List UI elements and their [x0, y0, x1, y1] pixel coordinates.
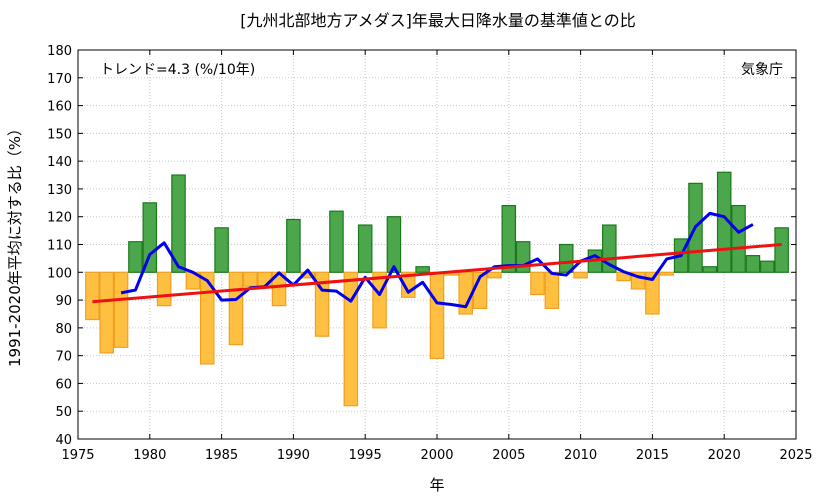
trend-line	[92, 243, 782, 304]
y-tick-label: 130	[47, 183, 72, 198]
line-series	[92, 211, 782, 309]
trend-annotation: トレンド=4.3 (%/10年)	[100, 62, 255, 78]
x-tick-label: 1980	[133, 448, 166, 463]
y-tick-label: 180	[47, 44, 72, 59]
bar	[99, 271, 114, 354]
bar	[142, 202, 158, 273]
x-axis-title: 年	[429, 476, 444, 494]
bar	[731, 205, 746, 273]
x-tick-label: 2015	[636, 448, 669, 463]
bar	[171, 174, 186, 273]
y-tick-label: 170	[47, 72, 72, 87]
bar	[645, 271, 660, 315]
x-tick-label: 2025	[779, 448, 812, 463]
x-tick-label: 1975	[61, 448, 94, 463]
x-tick-label: 2010	[564, 448, 597, 463]
x-tick-label: 1985	[205, 448, 238, 463]
bar	[573, 271, 588, 279]
bar	[329, 210, 344, 273]
bar	[214, 227, 229, 273]
bar	[558, 243, 574, 273]
bar	[314, 271, 330, 337]
bar	[228, 271, 244, 346]
y-tick-label: 120	[47, 211, 72, 226]
y-tick-label: 110	[47, 239, 72, 254]
bar	[357, 224, 373, 273]
bar	[702, 266, 718, 273]
y-tick-label: 40	[55, 433, 72, 448]
bar-series	[85, 171, 789, 407]
bar	[659, 271, 675, 276]
y-tick-label: 70	[55, 350, 72, 365]
bar	[372, 271, 387, 329]
y-tick-label: 100	[47, 266, 72, 281]
bar	[286, 218, 301, 273]
bar	[386, 216, 402, 273]
bar	[774, 227, 789, 273]
x-tick-label: 2020	[708, 448, 741, 463]
y-tick-label: 160	[47, 100, 72, 115]
x-tick-label: 2000	[420, 448, 453, 463]
bar	[487, 271, 502, 279]
x-tick-label: 2005	[492, 448, 525, 463]
x-tick-label: 1995	[349, 448, 382, 463]
running-mean-line	[120, 211, 754, 309]
chart-title: [九州北部地方アメダス]年最大日降水量の基準値との比	[240, 11, 636, 30]
y-tick-label: 90	[55, 294, 72, 309]
grid	[78, 50, 796, 439]
bar	[85, 271, 100, 321]
bar	[429, 271, 445, 360]
y-tick-label: 150	[47, 127, 72, 142]
bar	[243, 271, 258, 287]
bar	[343, 271, 359, 407]
y-tick-label: 80	[55, 322, 72, 337]
y-axis-title: 1991-2020年平均に対する比（%）	[6, 121, 24, 367]
bar	[199, 271, 215, 365]
axis-ticks: 40 50 60 70 80 90 100 110 120 130 140 150 160 170 180 1…	[47, 44, 812, 463]
y-tick-label: 60	[55, 377, 72, 392]
y-tick-label: 50	[55, 405, 72, 420]
bar	[113, 271, 129, 348]
bar	[501, 205, 517, 273]
bar	[128, 241, 143, 273]
bar	[759, 260, 775, 273]
bar	[156, 271, 172, 307]
bar	[530, 271, 545, 296]
bar	[415, 266, 430, 273]
bar	[745, 255, 761, 273]
y-tick-label: 140	[47, 155, 72, 170]
x-tick-label: 1990	[277, 448, 310, 463]
source-annotation: 気象庁	[741, 62, 783, 78]
bar	[544, 271, 560, 310]
